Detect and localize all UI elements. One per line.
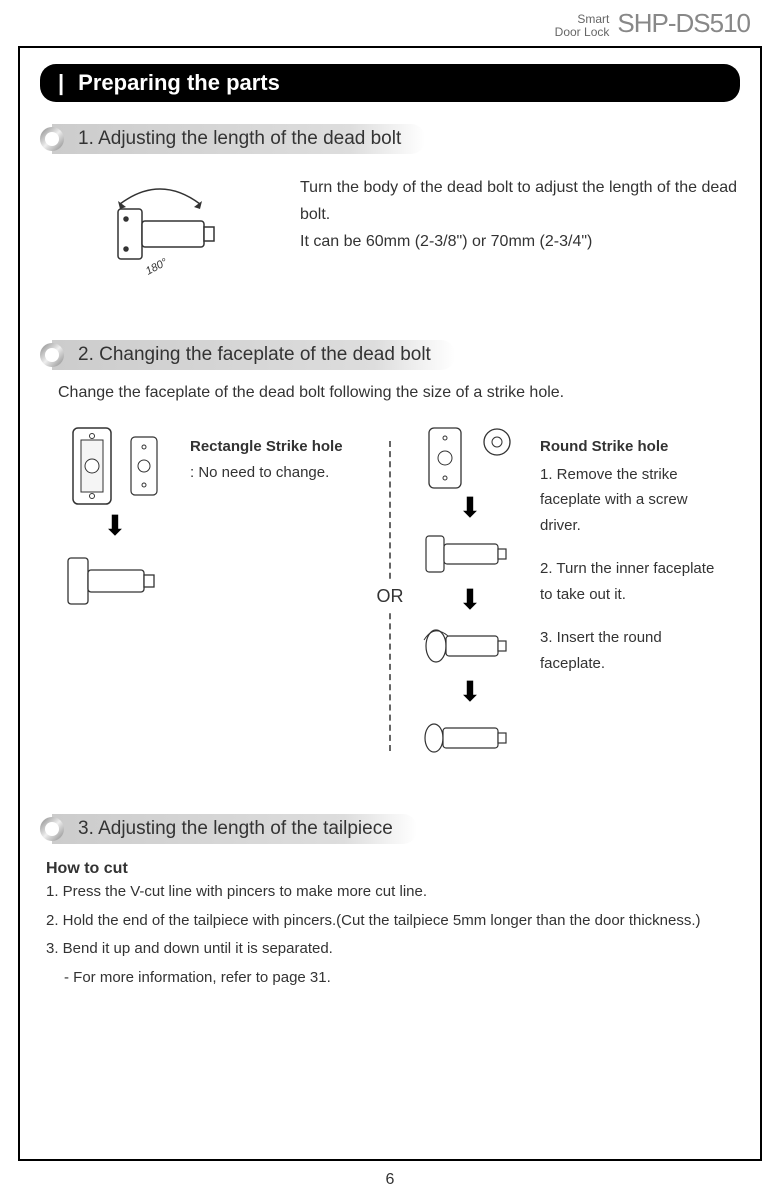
round-diagrams: ⬇ ⬇ ⬇ [420,426,520,766]
round-step1: 1. Remove the strike faceplate with a sc… [540,462,720,539]
round-title: Round Strike hole [540,434,720,460]
section2-heading-text: 2. Changing the faceplate of the dead bo… [52,340,455,370]
page-header: Smart Door Lock SHP-DS510 [555,8,750,39]
rectangle-title: Rectangle Strike hole [190,434,343,460]
deadbolt-svg-icon: 180° [100,179,260,299]
down-arrow-icon: ⬇ [458,586,481,614]
header-model-number: SHP-DS510 [617,8,750,39]
section3-note: - For more information, refer to page 31… [46,964,740,993]
bolt-step2-icon [420,618,520,674]
section3-heading: 3. Adjusting the length of the tailpiece [40,814,740,844]
rect-plate-small-icon [129,435,159,497]
divider-column: OR [360,426,420,766]
rectangle-text: Rectangle Strike hole : No need to chang… [190,426,343,766]
heading-bar-icon: | [58,70,64,96]
main-heading-text: Preparing the parts [78,70,280,96]
section3-step1: 1. Press the V-cut line with pincers to … [46,878,740,907]
section3-subtitle: How to cut [46,860,740,878]
page-number: 6 [0,1171,780,1189]
bolt-step1-icon [420,526,520,582]
rectangle-strike-col: ⬇ Rectangle Strike hole : No need to cha… [60,426,360,766]
deadbolt-side-icon [60,546,170,616]
header-sub-line2: Door Lock [555,26,610,39]
section1-heading: 1. Adjusting the length of the dead bolt [40,124,740,154]
section1-body: 180° Turn the body of the dead bolt to a… [40,174,740,304]
round-step2: 2. Turn the inner faceplate to take out … [540,556,720,607]
rectangle-diagrams: ⬇ [60,426,170,766]
round-plate-icon [427,426,463,490]
section3-step3: 3. Bend it up and down until it is separ… [46,935,740,964]
header-sub-line1: Smart [555,13,610,26]
section3-body: How to cut 1. Press the V-cut line with … [40,860,740,992]
section1-text: Turn the body of the dead bolt to adjust… [300,174,740,304]
bullet-icon [40,343,64,367]
page-content: | Preparing the parts 1. Adjusting the l… [18,46,762,1161]
down-arrow-icon: ⬇ [458,678,481,706]
section1-text-line2: It can be 60mm (2-3/8") or 70mm (2-3/4") [300,228,740,255]
rect-plate-large-icon [71,426,113,506]
section2-subtitle: Change the faceplate of the dead bolt fo… [40,384,740,402]
rectangle-desc: : No need to change. [190,460,343,486]
rotation-label: 180° [144,256,170,278]
section3-step2: 2. Hold the end of the tailpiece with pi… [46,907,740,936]
round-circle-icon [481,426,513,458]
section1-text-line1: Turn the body of the dead bolt to adjust… [300,174,740,228]
down-arrow-icon: ⬇ [458,494,481,522]
section1-heading-text: 1. Adjusting the length of the dead bolt [52,124,425,154]
header-subtitle: Smart Door Lock [555,13,610,39]
bolt-step3-icon [420,710,520,766]
round-strike-col: ⬇ ⬇ ⬇ [420,426,720,766]
or-label: OR [371,582,410,611]
deadbolt-diagram: 180° [90,174,270,304]
section2-heading: 2. Changing the faceplate of the dead bo… [40,340,740,370]
faceplate-row: ⬇ Rectangle Strike hole : No need to cha… [40,426,740,766]
main-heading: | Preparing the parts [40,64,740,102]
down-arrow-icon: ⬇ [103,512,126,540]
bullet-icon [40,817,64,841]
round-step3: 3. Insert the round faceplate. [540,625,720,676]
bullet-icon [40,127,64,151]
round-text: Round Strike hole 1. Remove the strike f… [540,426,720,766]
section3-heading-text: 3. Adjusting the length of the tailpiece [52,814,417,844]
